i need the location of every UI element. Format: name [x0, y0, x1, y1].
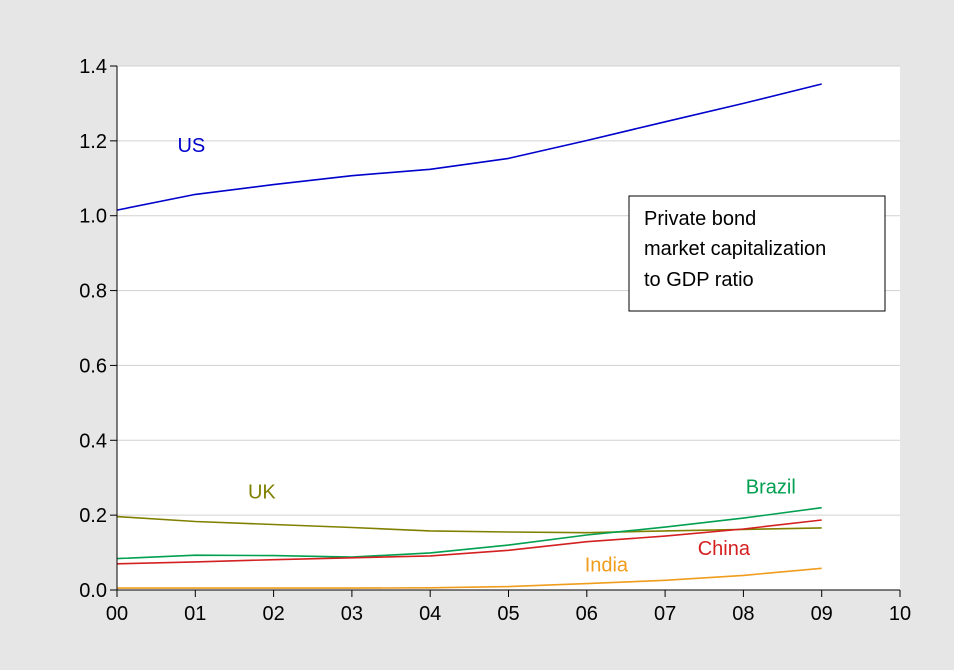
- x-tick-label: 08: [732, 603, 754, 625]
- y-tick-label: 1.0: [79, 206, 107, 228]
- y-tick-label: 0.2: [79, 505, 107, 527]
- series-label-india: India: [585, 555, 629, 577]
- y-tick-label: 1.2: [79, 131, 107, 153]
- y-tick-label: 0.4: [79, 430, 107, 452]
- series-label-brazil: Brazil: [746, 476, 796, 498]
- x-tick-label: 10: [889, 603, 911, 625]
- series-label-china: China: [698, 538, 751, 560]
- y-tick-label: 0.6: [79, 355, 107, 377]
- y-tick-label: 0.0: [79, 580, 107, 602]
- x-tick-label: 01: [184, 603, 206, 625]
- series-label-us: US: [177, 135, 205, 157]
- plot-area: [117, 66, 900, 590]
- series-label-uk: UK: [248, 481, 276, 503]
- x-tick-label: 07: [654, 603, 676, 625]
- y-tick-label: 0.8: [79, 281, 107, 303]
- annotation-box: Private bond market capitalization to GD…: [629, 196, 885, 311]
- annotation-line-2: market capitalization: [644, 238, 826, 260]
- x-tick-label: 03: [341, 603, 363, 625]
- x-tick-label: 02: [262, 603, 284, 625]
- x-tick-label: 09: [811, 603, 833, 625]
- x-tick-label: 04: [419, 603, 441, 625]
- x-tick-label: 05: [497, 603, 519, 625]
- x-tick-label: 06: [576, 603, 598, 625]
- x-tick-label: 00: [106, 603, 128, 625]
- y-tick-label: 1.4: [79, 56, 107, 78]
- annotation-line-1: Private bond: [644, 208, 756, 230]
- annotation-line-3: to GDP ratio: [644, 269, 754, 291]
